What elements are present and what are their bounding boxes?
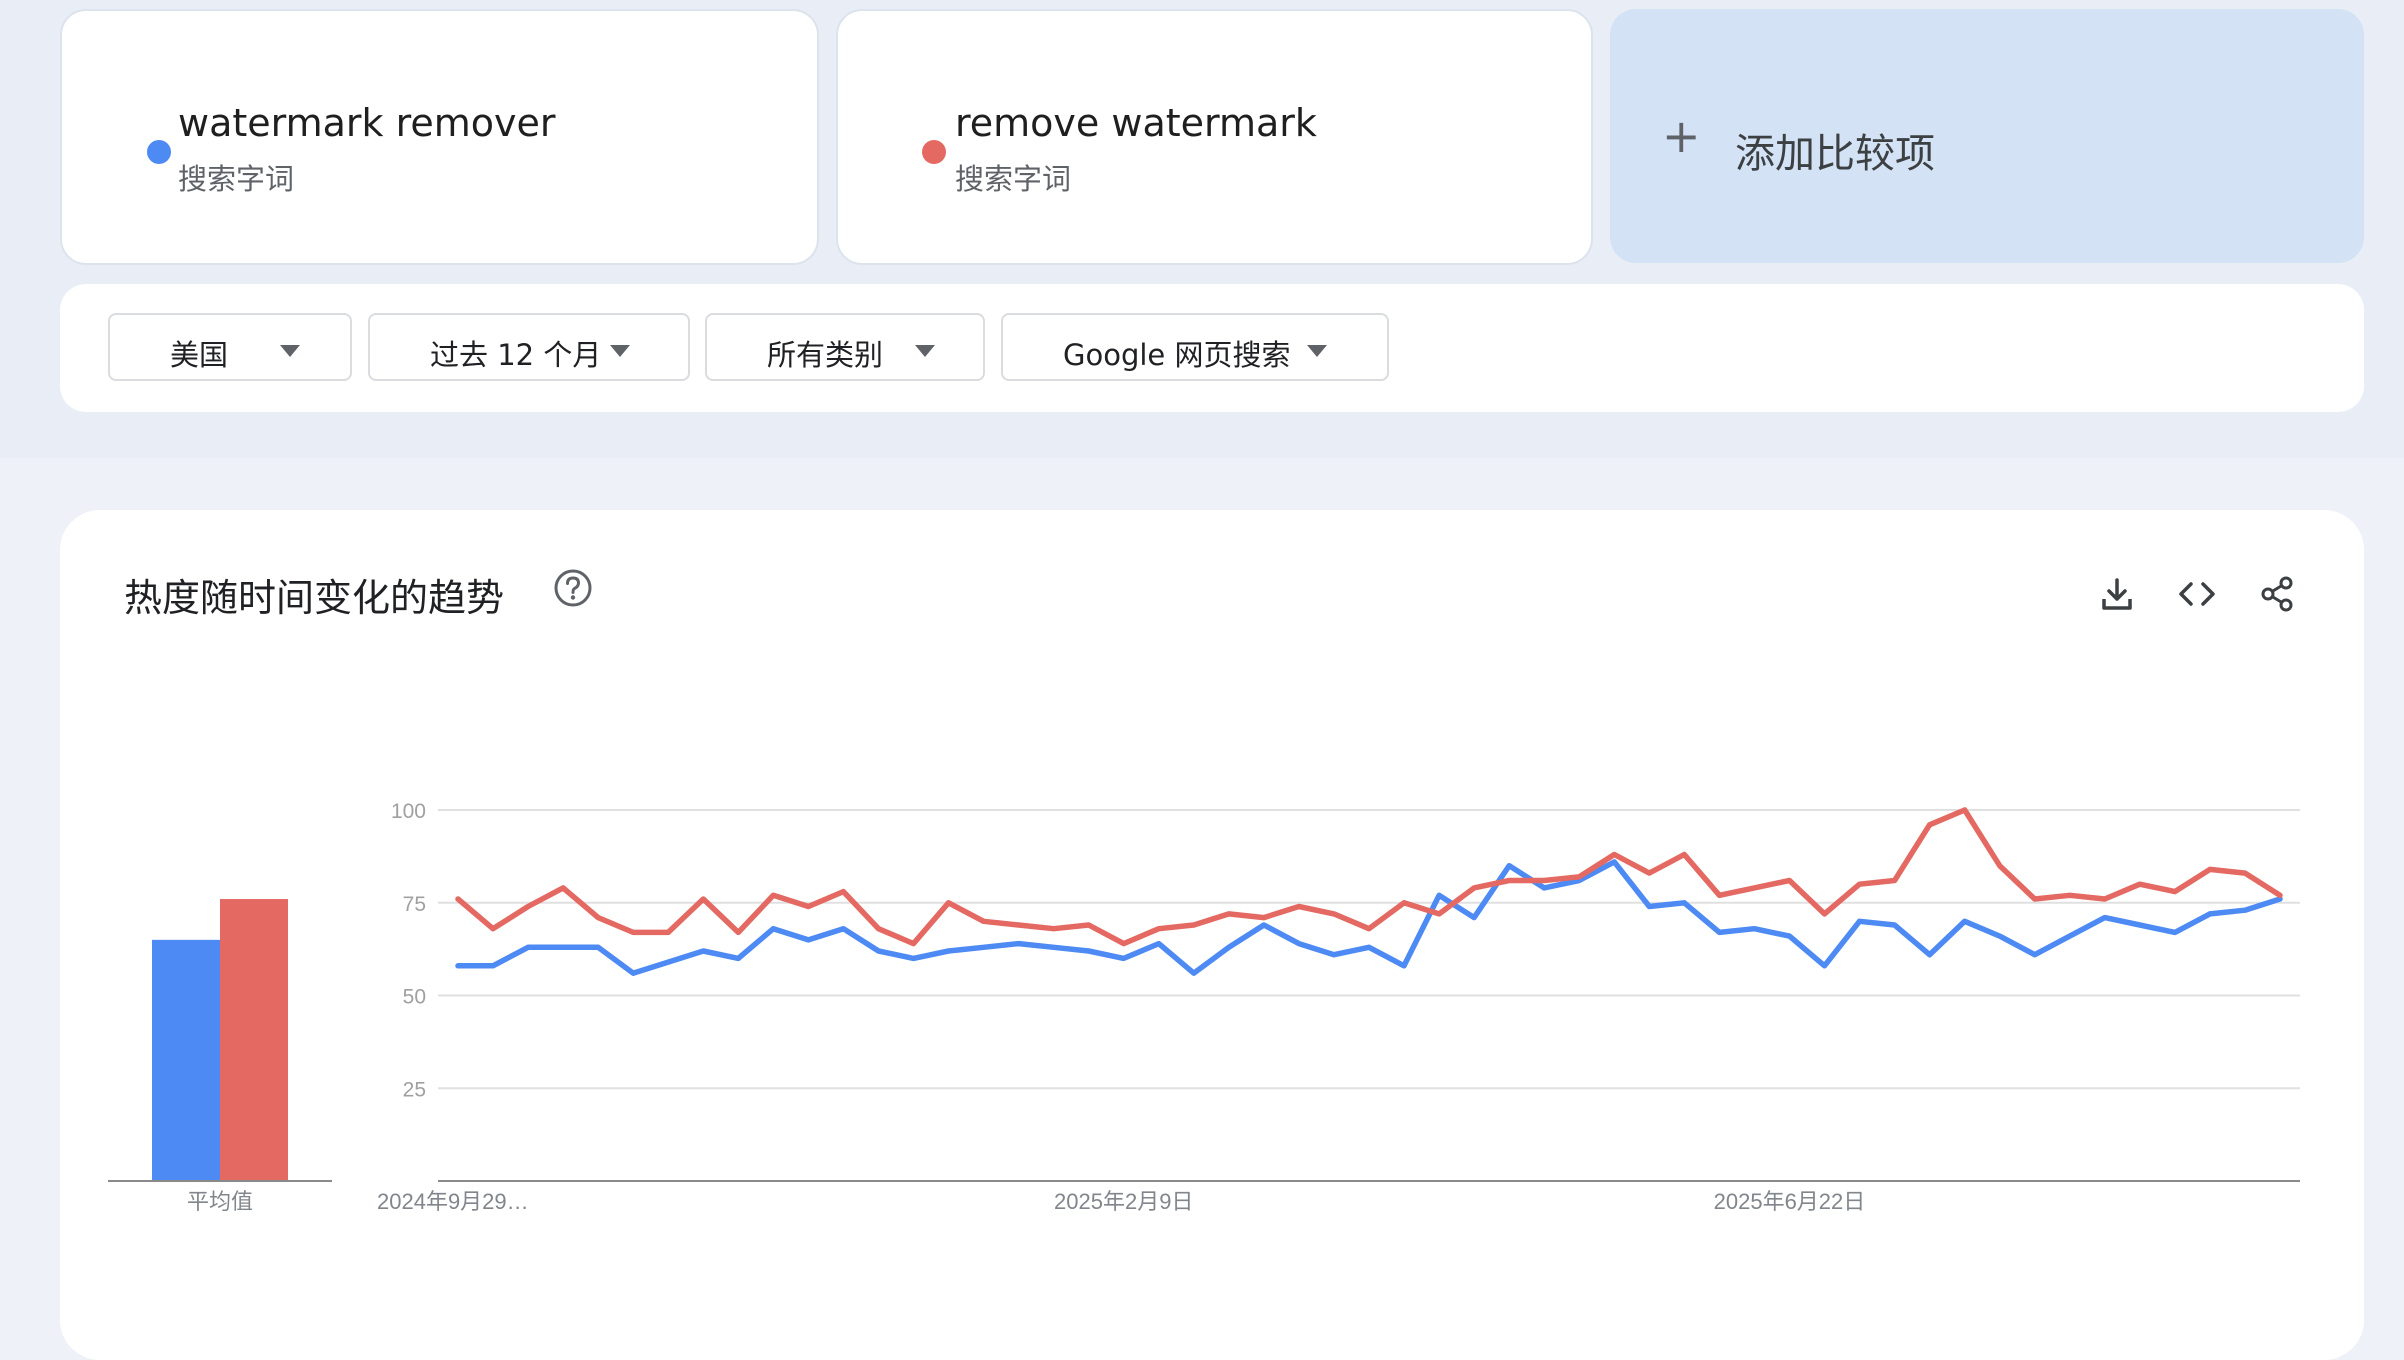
trend-chart: 25 50 75 100 平均值 2024年9月29… 2025年2月9日 2025年6月…: [108, 800, 2300, 1215]
share-icon[interactable]: [2257, 574, 2297, 614]
average-bar-1: [152, 939, 220, 1181]
series-line-2[interactable]: [455, 807, 2283, 947]
x-axis: 2024年9月29… 2025年2月9日 2025年6月22日: [377, 1180, 2300, 1214]
series-lines[interactable]: [455, 807, 2283, 976]
search-type-label: Google 网页搜索: [1063, 338, 1291, 372]
series-line-1[interactable]: [455, 859, 2283, 976]
y-tick-label: 50: [403, 986, 426, 1009]
region-label: 美国: [170, 338, 229, 372]
download-icon[interactable]: [2097, 574, 2137, 614]
term-card-1[interactable]: watermark remover 搜索字词: [60, 9, 819, 265]
filter-bar: 美国 过去 12 个月 所有类别 Google 网页搜索: [60, 284, 2364, 412]
chart-title: 热度随时间变化的趋势: [124, 576, 505, 620]
term-subtitle: 搜索字词: [955, 162, 1072, 196]
category-label: 所有类别: [767, 338, 884, 372]
series-color-dot: [147, 140, 171, 164]
x-tick-label: 2024年9月29…: [377, 1189, 529, 1214]
x-tick-label: 2025年6月22日: [1714, 1189, 1866, 1214]
time-range-label: 过去 12 个月: [430, 338, 602, 372]
y-tick-label: 75: [403, 893, 426, 916]
term-subtitle: 搜索字词: [178, 162, 295, 196]
dropdown-arrow-icon: [1307, 345, 1327, 357]
help-icon[interactable]: [553, 568, 593, 608]
average-label: 平均值: [187, 1190, 253, 1215]
plus-icon: +: [1662, 109, 1701, 163]
chart-grid: 25 50 75 100: [391, 800, 2300, 1101]
add-comparison-label: 添加比较项: [1735, 131, 1935, 177]
term-card-2[interactable]: remove watermark 搜索字词: [836, 9, 1593, 265]
category-dropdown[interactable]: 所有类别: [705, 313, 985, 381]
dropdown-arrow-icon: [280, 345, 300, 357]
dropdown-arrow-icon: [610, 345, 630, 357]
term-name[interactable]: watermark remover: [178, 101, 556, 145]
region-dropdown[interactable]: 美国: [108, 313, 352, 381]
y-tick-label: 100: [391, 800, 426, 823]
y-tick-label: 25: [403, 1078, 426, 1101]
add-comparison-button[interactable]: + 添加比较项: [1610, 9, 2364, 263]
dropdown-arrow-icon: [915, 345, 935, 357]
embed-code-icon[interactable]: [2177, 574, 2217, 614]
average-bars: 平均值: [108, 899, 332, 1215]
series-color-dot: [922, 140, 946, 164]
x-tick-label: 2025年2月9日: [1054, 1189, 1193, 1214]
time-range-dropdown[interactable]: 过去 12 个月: [368, 313, 690, 381]
average-bar-2: [220, 899, 288, 1181]
search-type-dropdown[interactable]: Google 网页搜索: [1001, 313, 1389, 381]
interest-over-time-panel: 热度随时间变化的趋势 25 50 75 100 平均值 2024年9月29… 2025年…: [60, 510, 2364, 1360]
term-name[interactable]: remove watermark: [955, 101, 1317, 145]
